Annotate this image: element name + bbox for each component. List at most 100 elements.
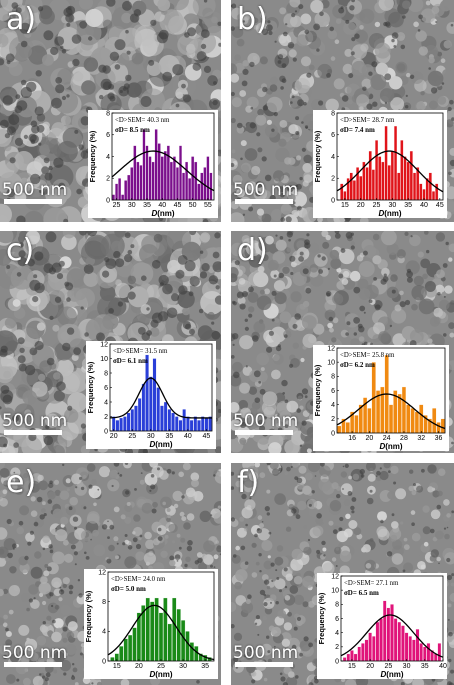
- sigma-text: σD= 6.5 nm: [344, 589, 379, 597]
- histogram-bar: [435, 183, 439, 201]
- histogram-chart: 25 30 35 40 45 50 55 0 2 4 6 8 D(nm) Frequency (%) <D>…: [88, 110, 215, 218]
- y-tick-label: 4: [335, 630, 339, 637]
- histogram-bar: [172, 597, 177, 662]
- panel-d: d) 500 nm 16 20 24 28 32 36 0 2 4 6 8 10 12 D(nm) Freque…: [231, 231, 454, 453]
- histogram-bar: [428, 172, 432, 201]
- histogram-bar: [139, 165, 143, 201]
- histogram-chart: 15 20 25 30 35 40 0 2 4 6 8 10 12 D(nm) Frequency (%) <…: [317, 573, 447, 679]
- histogram-bar: [197, 183, 201, 201]
- scale-bar: [4, 662, 62, 667]
- x-axis-label: D(nm): [149, 670, 172, 679]
- x-tick-label: 30: [147, 433, 155, 440]
- x-tick-label: 16: [348, 435, 356, 442]
- size-histogram-inset: 20 25 30 35 40 45 0 2 4 6 8 10 12 D(nm) Frequency (%) <…: [86, 341, 216, 449]
- histogram-bar: [432, 408, 437, 434]
- panel-a: a) 500 nm 25 30 35 40 45 50 55 0 2 4 6 8 D(nm) Frequenc…: [0, 0, 221, 222]
- histogram-bar: [208, 416, 212, 432]
- histogram-bar: [145, 354, 149, 432]
- histogram-bar: [145, 145, 149, 201]
- histogram-bar: [160, 156, 164, 201]
- histogram-bar: [364, 639, 369, 662]
- scale-bar: [235, 199, 293, 204]
- size-histogram-inset: 25 30 35 40 45 50 55 0 2 4 6 8 D(nm) Frequency (%) <D>…: [88, 110, 218, 218]
- x-tick-label: 25: [128, 433, 136, 440]
- y-axis-label: Frequency (%): [84, 590, 93, 642]
- x-tick-label: 36: [435, 435, 443, 442]
- histogram-bar: [367, 408, 372, 434]
- histogram-bar: [163, 401, 168, 432]
- histogram-bar: [119, 417, 123, 432]
- histogram-bar: [397, 393, 402, 434]
- histogram-bar: [361, 643, 365, 662]
- y-tick-label: 4: [106, 154, 110, 161]
- histogram-bar: [119, 646, 124, 662]
- histogram-bar: [384, 125, 388, 201]
- histogram-bar: [372, 636, 376, 662]
- x-tick-label: 24: [383, 435, 391, 442]
- histogram-bar: [175, 167, 179, 201]
- histogram-bar: [368, 150, 372, 201]
- y-tick-label: 8: [331, 110, 335, 117]
- mean-size-text: <D>SEM= 28.7 nm: [340, 117, 395, 124]
- histogram-bar: [345, 422, 350, 434]
- histogram-bar: [167, 623, 172, 662]
- y-tick-label: 2: [331, 416, 335, 423]
- x-tick-label: 30: [388, 202, 396, 209]
- scale-bar: [235, 430, 293, 435]
- histogram-bar: [126, 412, 131, 432]
- x-tick-label: 20: [110, 433, 118, 440]
- histogram-bar: [169, 161, 173, 201]
- histogram-bar: [115, 183, 119, 201]
- histogram-bar: [397, 621, 402, 662]
- histogram-bar: [365, 167, 369, 201]
- y-tick-label: 2: [331, 176, 335, 183]
- histogram-bar: [387, 165, 391, 201]
- histogram-bar: [381, 161, 385, 201]
- y-tick-label: 2: [106, 176, 110, 183]
- histogram-bar: [163, 597, 168, 662]
- histogram-bar: [406, 161, 410, 201]
- histogram-bar: [185, 161, 189, 201]
- y-tick-label: 12: [98, 569, 106, 576]
- y-tick-label: 0: [331, 430, 335, 437]
- y-tick-label: 8: [331, 374, 335, 381]
- panel-label: c): [6, 233, 35, 268]
- scale-bar-label: 500 nm: [233, 180, 299, 200]
- histogram-bar: [123, 416, 127, 432]
- x-tick-label: 35: [201, 663, 209, 670]
- mean-size-text: <D>SEM= 27.1 nm: [344, 580, 399, 587]
- histogram-bar: [180, 620, 186, 662]
- histogram-bar: [349, 172, 353, 201]
- panel-label: b): [237, 2, 268, 37]
- size-histogram-inset: 16 20 24 28 32 36 0 2 4 6 8 10 12 D(nm) Frequency (%) <…: [313, 345, 449, 451]
- y-tick-label: 2: [104, 414, 108, 421]
- histogram-bar: [193, 416, 198, 432]
- x-axis-label: D(nm): [379, 442, 402, 451]
- x-tick-label: 45: [174, 202, 182, 209]
- histogram-bar: [393, 618, 398, 662]
- histogram-bar: [176, 608, 181, 662]
- histogram-bar: [414, 411, 420, 434]
- panel-b: b) 500 nm 15 20 25 30 35 40 45 0 2 4 6 8 D(nm) Frequenc…: [231, 0, 454, 222]
- y-tick-label: 0: [335, 658, 339, 665]
- histogram-bar: [426, 643, 431, 662]
- histogram-bar: [130, 409, 135, 432]
- y-tick-label: 12: [331, 573, 339, 580]
- histogram-bar: [401, 625, 405, 662]
- gaussian-fit-line: [336, 393, 446, 430]
- histogram-bar: [132, 627, 137, 662]
- histogram-bar: [137, 398, 142, 432]
- histogram-bar: [110, 657, 115, 662]
- histogram-bar: [368, 632, 372, 662]
- histogram-bar: [158, 612, 164, 662]
- histogram-bar: [194, 161, 198, 201]
- x-tick-label: 40: [184, 433, 192, 440]
- y-tick-label: 8: [335, 602, 339, 609]
- histogram-bar: [419, 404, 424, 434]
- histogram-bar: [141, 383, 146, 432]
- y-tick-label: 8: [106, 110, 110, 117]
- scale-bar-label: 500 nm: [233, 411, 299, 431]
- histogram-bar: [118, 178, 122, 201]
- x-tick-label: 15: [348, 663, 356, 670]
